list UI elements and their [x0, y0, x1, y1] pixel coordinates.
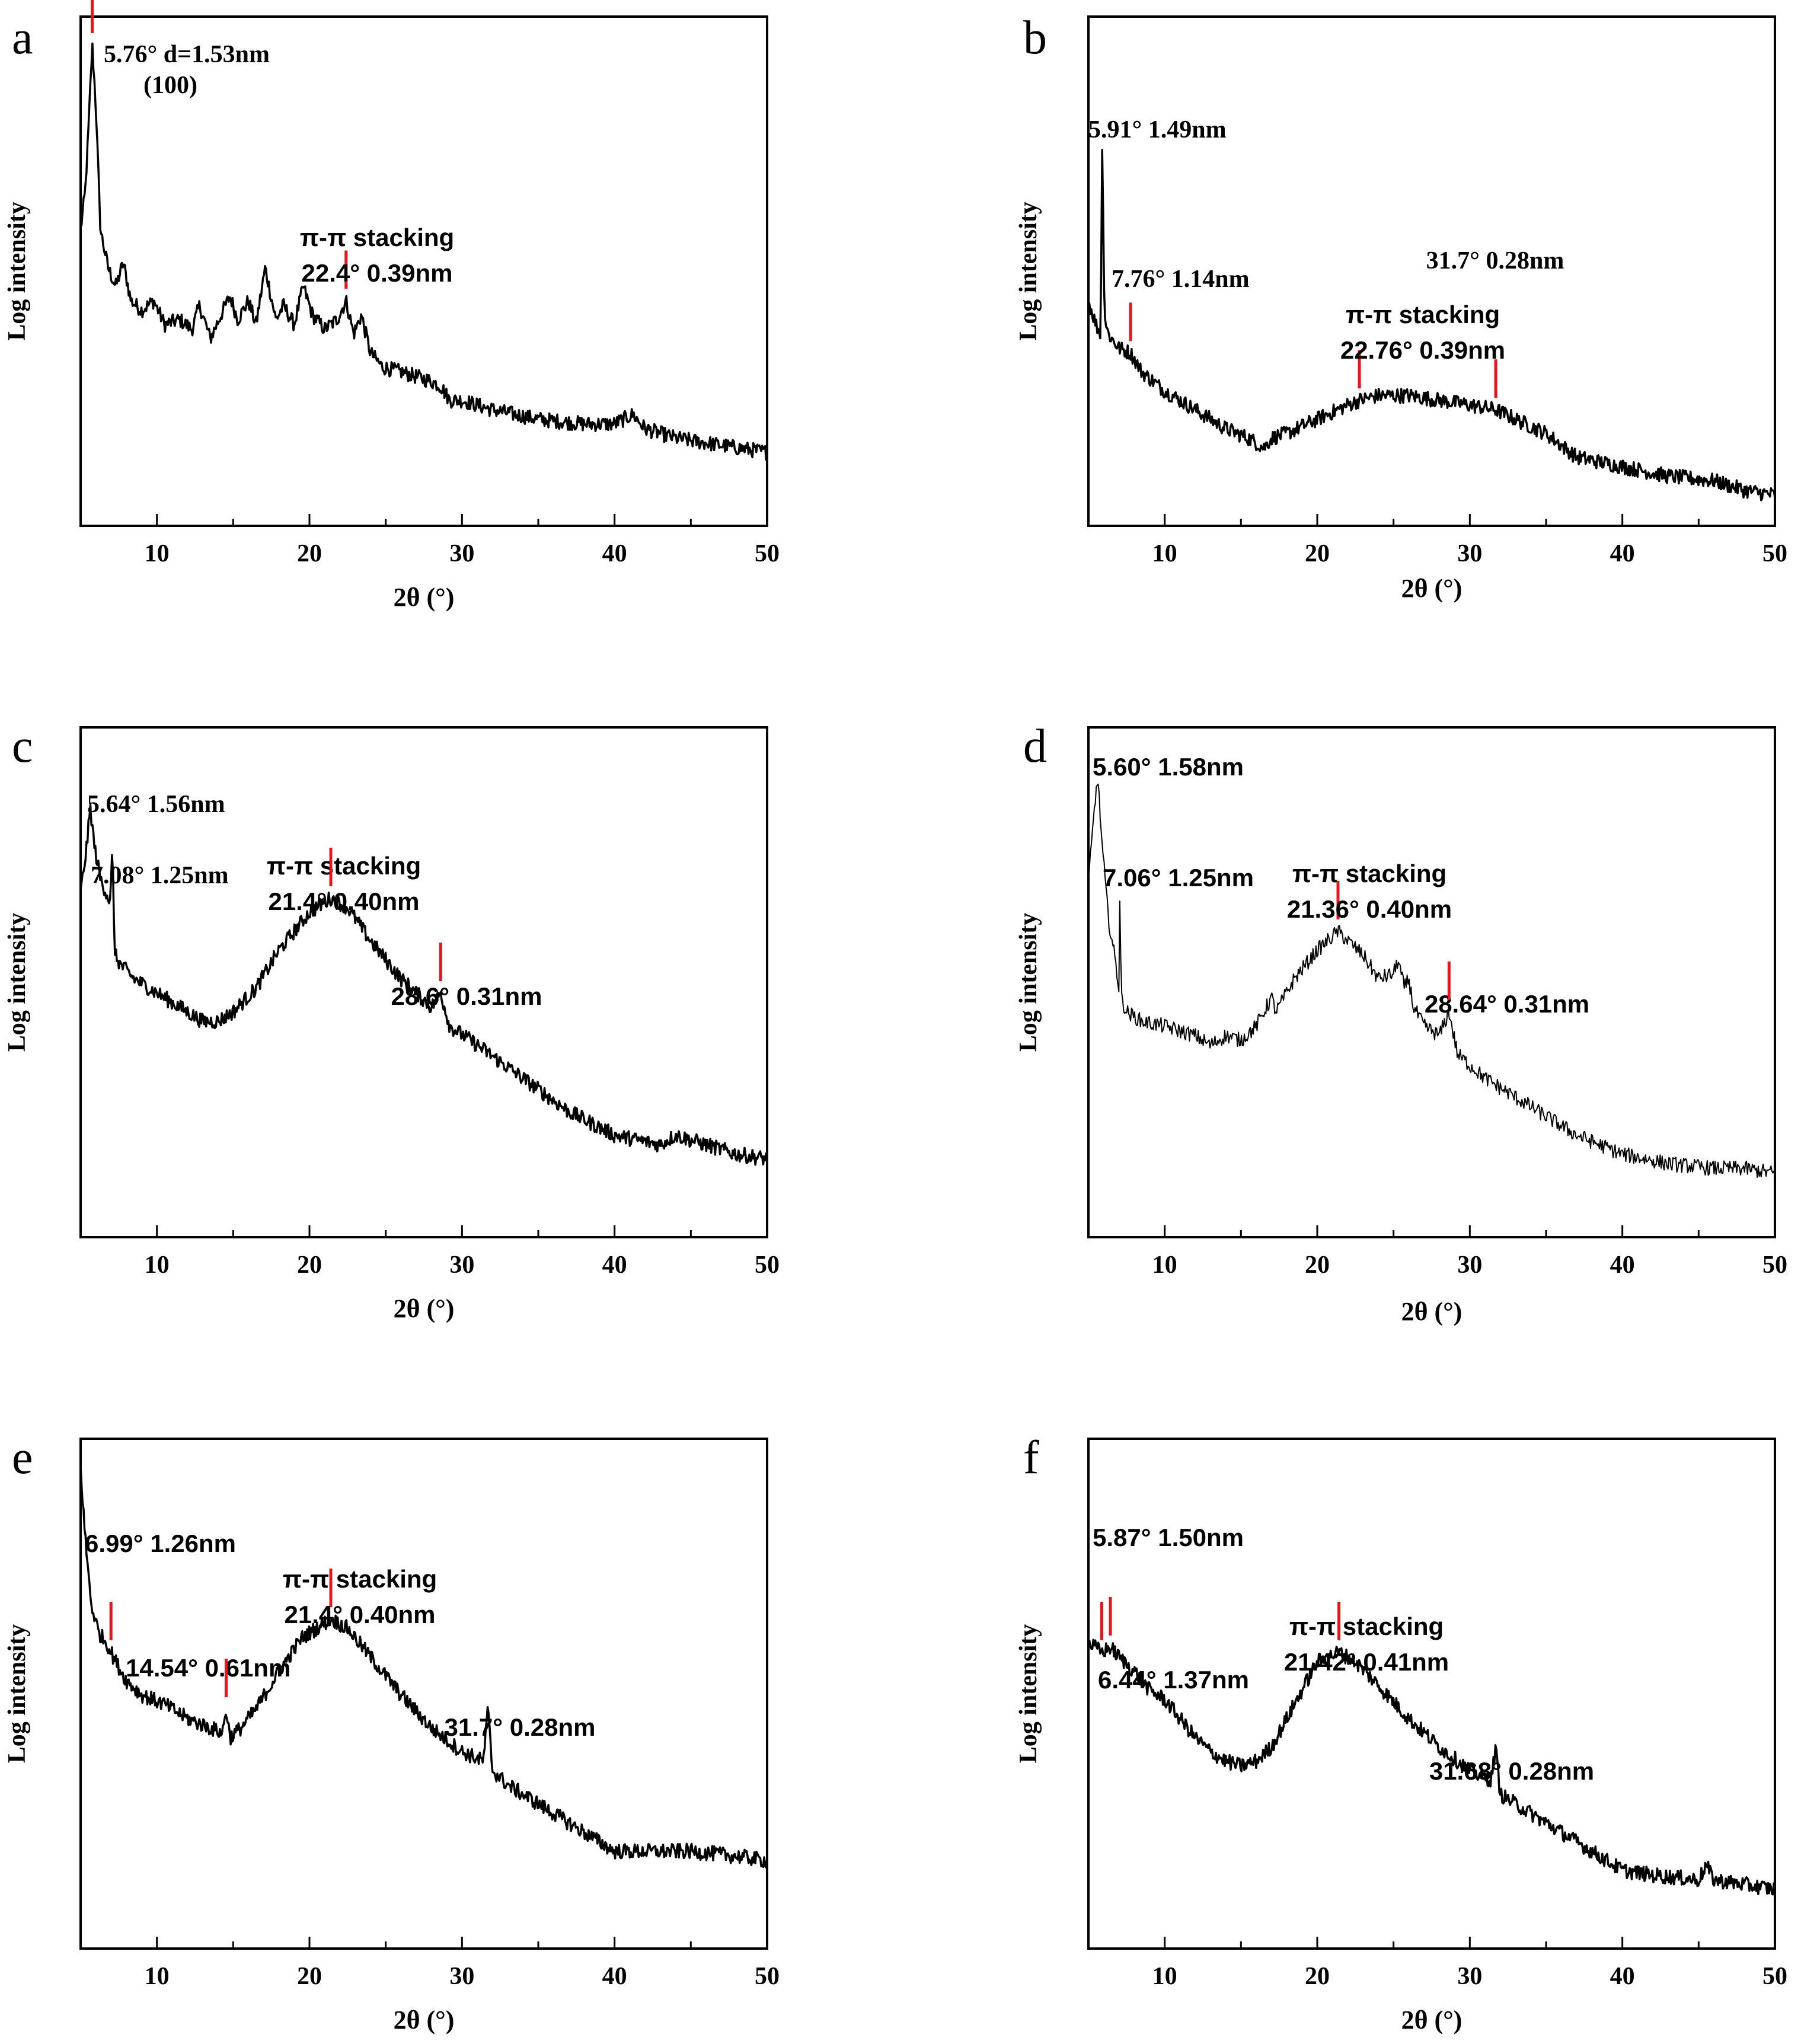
peak-annotation: 6.99° 1.26nm — [85, 1529, 236, 1557]
x-tick-label: 30 — [449, 1251, 474, 1279]
x-tick-label: 40 — [602, 1963, 627, 1990]
plot-frame — [1087, 1438, 1776, 1950]
x-tick-label: 50 — [755, 540, 780, 567]
x-tick-label: 10 — [145, 540, 170, 567]
peak-annotation: 5.87° 1.50nm — [1093, 1524, 1244, 1551]
x-axis-label: 2θ (°) — [394, 1294, 455, 1323]
x-tick-label: 40 — [602, 540, 627, 567]
x-axis-label: 2θ (°) — [394, 583, 455, 612]
plot-frame — [1087, 726, 1776, 1238]
data-series-line — [1087, 1639, 1776, 1896]
data-series-line — [79, 1466, 768, 1869]
peak-annotation: 5.64° 1.56nm — [87, 791, 225, 818]
x-tick-label: 30 — [449, 540, 474, 567]
panel-label: c — [12, 720, 33, 772]
panel-b: b 10 20 30 40 50 2θ (°) Log intensity 5.91° 1.49… — [1015, 12, 1787, 603]
data-series-line — [1088, 784, 1776, 1178]
peak-annotation: π-π stacking — [1289, 1612, 1444, 1640]
x-tick-label: 20 — [1305, 540, 1330, 567]
peak-annotation: 28.64° 0.31nm — [1425, 990, 1589, 1018]
data-series-line — [79, 42, 768, 461]
panel-a: a 10 20 30 40 50 2θ (°) Log intensity 5.76° d=1.… — [4, 0, 780, 612]
y-axis-label: Log intensity — [1015, 913, 1042, 1052]
x-tick-label: 50 — [1762, 540, 1787, 567]
x-tick-label: 20 — [1305, 1251, 1330, 1279]
peak-annotation: 22.76° 0.39nm — [1340, 336, 1505, 364]
panel-label: f — [1023, 1432, 1039, 1484]
peak-annotation: 6.44° 1.37nm — [1098, 1666, 1249, 1694]
peak-annotation: 5.60° 1.58nm — [1093, 753, 1244, 781]
peak-annotation: 7.76° 1.14nm — [1112, 266, 1250, 293]
y-axis-label: Log intensity — [4, 1624, 31, 1764]
peak-annotation: π-π stacking — [300, 223, 454, 251]
peak-annotation: π-π stacking — [1292, 860, 1446, 887]
panel-e: e 10 20 30 40 50 2θ (°) Log intensity 6.99° 1.26… — [4, 1432, 780, 2035]
x-tick-label: 30 — [1457, 1251, 1482, 1279]
peak-annotation: 21.4° 0.40nm — [285, 1601, 436, 1628]
x-tick-label: 10 — [1152, 1251, 1177, 1279]
x-axis-label: 2θ (°) — [1401, 1297, 1462, 1326]
x-tick-label: 30 — [1457, 540, 1482, 567]
peak-annotation: 5.76° d=1.53nm — [104, 41, 270, 68]
peak-annotation: 14.54° 0.61nm — [126, 1654, 290, 1682]
x-tick-label: 40 — [602, 1251, 627, 1279]
panel-label: e — [12, 1432, 33, 1484]
x-tick-label: 20 — [297, 540, 322, 567]
panel-label: a — [12, 12, 33, 64]
peak-annotation: 21.36° 0.40nm — [1287, 895, 1452, 923]
data-series-line — [1087, 149, 1776, 502]
x-tick-label: 50 — [755, 1251, 780, 1279]
plot-frame — [79, 726, 768, 1238]
x-tick-label: 10 — [145, 1963, 170, 1990]
panel-f: f 10 20 30 40 50 2θ (°) Log intensity 5.87° 1.50… — [1015, 1432, 1787, 2035]
peak-annotation: 31.7° 0.28nm — [445, 1713, 596, 1741]
x-axis-label: 2θ (°) — [394, 2005, 455, 2035]
x-axis-label: 2θ (°) — [1401, 2005, 1462, 2035]
y-axis-label: Log intensity — [4, 913, 31, 1052]
x-tick-label: 50 — [1762, 1963, 1787, 1990]
peak-annotation: 21.42° 0.41nm — [1284, 1648, 1449, 1676]
panel-label: d — [1023, 720, 1047, 772]
x-tick-label: 10 — [1152, 540, 1177, 567]
y-axis-label: Log intensity — [1015, 202, 1042, 341]
plot-frame — [79, 15, 768, 527]
y-axis-label: Log intensity — [4, 202, 31, 341]
peak-annotation: 7.06° 1.25nm — [1103, 864, 1254, 892]
panel-d: d 10 20 30 40 50 2θ (°) Log intensity 5.60° 1.58… — [1015, 720, 1787, 1326]
peak-annotation: 22.4° 0.39nm — [302, 259, 453, 287]
x-tick-label: 50 — [755, 1963, 780, 1990]
x-tick-label: 40 — [1610, 1251, 1635, 1279]
x-tick-label: 40 — [1610, 1963, 1635, 1990]
panel-label: b — [1023, 12, 1047, 64]
peak-annotation: 31.68° 0.28nm — [1429, 1757, 1594, 1785]
x-tick-label: 20 — [297, 1963, 322, 1990]
data-series-line — [79, 803, 768, 1166]
x-axis-label: 2θ (°) — [1401, 574, 1462, 603]
y-axis-label: Log intensity — [1015, 1624, 1042, 1764]
peak-annotation: 5.91° 1.49nm — [1088, 116, 1227, 143]
peak-annotation: π-π stacking — [283, 1565, 437, 1593]
x-tick-label: 50 — [1762, 1251, 1787, 1279]
x-tick-label: 30 — [449, 1963, 474, 1990]
peak-annotation: 21.4° 0.40nm — [269, 887, 420, 915]
peak-annotation: (100) — [143, 72, 197, 99]
peak-annotation: π-π stacking — [1346, 301, 1500, 328]
peak-annotation: 7.08° 1.25nm — [91, 862, 229, 889]
plot-frame — [79, 1438, 768, 1950]
peak-annotation: π-π stacking — [267, 852, 421, 880]
x-tick-label: 20 — [1305, 1963, 1330, 1990]
plot-frame — [1087, 15, 1776, 527]
x-tick-label: 10 — [145, 1251, 170, 1279]
x-tick-label: 40 — [1610, 540, 1635, 567]
x-tick-label: 10 — [1152, 1963, 1177, 1990]
peak-annotation: 31.7° 0.28nm — [1426, 247, 1564, 274]
peak-annotation: 28.6° 0.31nm — [391, 982, 542, 1010]
panel-c: c 10 20 30 40 50 2θ (°) Log intensity 5.64° 1.56… — [4, 720, 780, 1323]
x-tick-label: 20 — [297, 1251, 322, 1279]
x-tick-label: 30 — [1457, 1963, 1482, 1990]
